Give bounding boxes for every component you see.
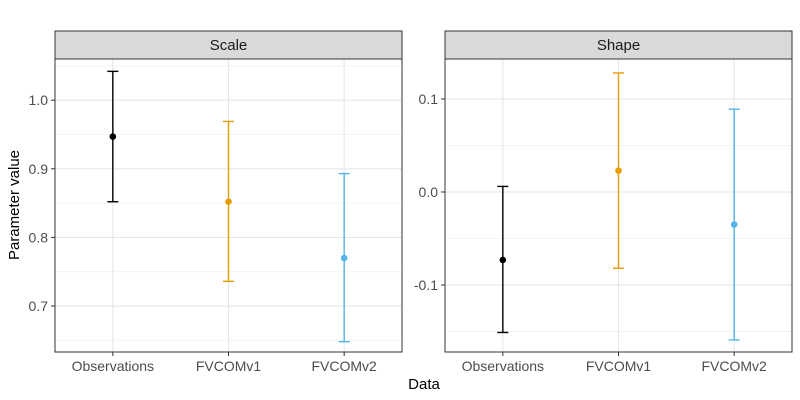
x-tick-label: FVCOMv1 xyxy=(196,358,262,374)
y-tick-label: 1.0 xyxy=(29,92,49,108)
data-point xyxy=(225,198,232,206)
errorbar-fvcomv2 xyxy=(338,172,350,343)
y-tick-label: 0.1 xyxy=(419,91,439,107)
x-tick-label: Observations xyxy=(72,358,154,374)
y-tick-label: -0.1 xyxy=(414,277,438,293)
y-tick-label: 0.9 xyxy=(29,161,49,177)
panel-border xyxy=(444,58,793,353)
x-axis-title: Data xyxy=(408,376,440,393)
panel-scale: Scale 0.7 0.8 0.9 1.0 Observations FVCOMv1 FVCO… xyxy=(29,30,403,374)
y-tick-label: 0.7 xyxy=(29,298,49,314)
data-point xyxy=(340,254,348,262)
panels: Scale 0.7 0.8 0.9 1.0 Observations FVCOMv1 FVCO… xyxy=(29,30,793,374)
data-point xyxy=(730,221,738,228)
data-point xyxy=(615,167,622,174)
y-tick-label: 0.8 xyxy=(29,229,49,245)
data-point xyxy=(109,133,117,140)
panel-shape: Shape -0.1 0.0 0.1 Observations FVCOMv1 FVCOMv… xyxy=(414,30,793,374)
x-tick-label: FVCOMv2 xyxy=(701,358,767,374)
x-tick-label: FVCOMv2 xyxy=(311,358,377,374)
panel-strip-title: Scale xyxy=(210,37,248,54)
panel-strip xyxy=(54,30,403,60)
errorbar-fvcomv1 xyxy=(613,72,624,269)
x-tick-label: FVCOMv1 xyxy=(586,358,652,374)
errorbar-fvcomv2 xyxy=(728,108,740,341)
errorbar-observations xyxy=(107,70,119,203)
y-axis-title: Parameter value xyxy=(6,150,23,260)
panel-strip-title: Shape xyxy=(597,37,640,54)
errorbar-fvcomv1 xyxy=(223,120,234,283)
errorbar-observations xyxy=(497,185,509,334)
y-tick-label: 0.0 xyxy=(419,184,439,200)
data-point xyxy=(499,256,507,264)
x-tick-label: Observations xyxy=(462,358,544,374)
panel-border xyxy=(54,58,403,353)
